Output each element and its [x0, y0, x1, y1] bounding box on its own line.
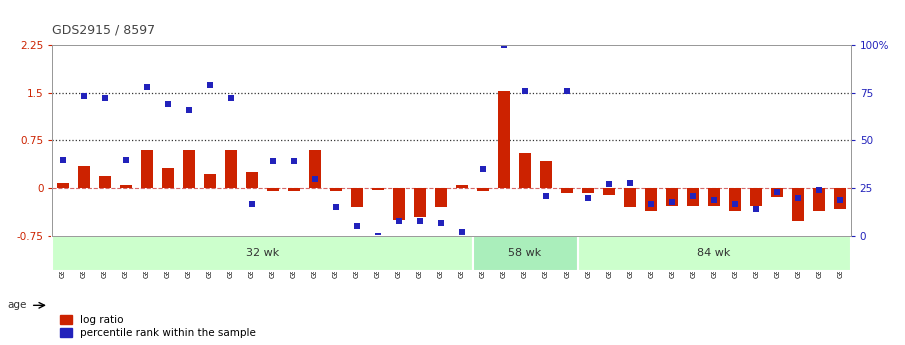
Bar [394, 188, 405, 220]
Point [770, 189, 785, 195]
Point [244, 201, 259, 206]
Bar [225, 150, 237, 188]
Point [538, 193, 553, 199]
Bar [205, 174, 215, 188]
Bar [666, 188, 678, 206]
Bar [577, 236, 851, 271]
Point [665, 199, 680, 204]
Bar [100, 176, 110, 188]
Bar [310, 150, 321, 188]
Bar [582, 188, 594, 193]
Bar [793, 188, 804, 221]
Bar [604, 188, 614, 195]
Point [371, 233, 386, 239]
Bar [645, 188, 657, 210]
Point [308, 176, 322, 181]
Point [77, 94, 91, 99]
Bar [78, 166, 90, 188]
Bar [246, 172, 258, 188]
Bar [477, 188, 489, 191]
Point [413, 218, 427, 224]
Bar [267, 188, 279, 191]
Bar [435, 188, 447, 207]
Point [476, 166, 491, 172]
Point [392, 218, 406, 224]
Bar [351, 188, 363, 207]
Text: GDS2915 / 8597: GDS2915 / 8597 [52, 23, 156, 36]
Bar [141, 150, 153, 188]
Point [518, 88, 532, 93]
Bar [289, 188, 300, 191]
Bar [519, 153, 531, 188]
Bar [472, 236, 577, 271]
Bar [183, 150, 195, 188]
Text: 58 wk: 58 wk [509, 248, 542, 258]
Point [433, 220, 448, 225]
Point [98, 96, 112, 101]
Point [224, 96, 238, 101]
Bar [729, 188, 741, 210]
Point [833, 197, 847, 203]
Bar [750, 188, 762, 206]
Point [119, 157, 133, 162]
Point [455, 229, 470, 235]
Point [749, 207, 764, 212]
Bar [414, 188, 426, 217]
Point [203, 82, 217, 88]
Text: 84 wk: 84 wk [698, 248, 731, 258]
Bar [624, 188, 636, 207]
Bar [499, 91, 510, 188]
Bar [52, 236, 472, 271]
Bar [688, 188, 699, 206]
Bar [709, 188, 720, 206]
Point [707, 197, 721, 203]
Point [643, 201, 658, 206]
Legend: log ratio, percentile rank within the sample: log ratio, percentile rank within the sa… [60, 315, 256, 338]
Text: 32 wk: 32 wk [246, 248, 279, 258]
Bar [57, 183, 69, 188]
Bar [330, 188, 342, 191]
Point [350, 224, 365, 229]
Point [623, 180, 637, 185]
Bar [771, 188, 783, 197]
Point [560, 88, 575, 93]
Point [139, 84, 154, 90]
Point [686, 193, 700, 199]
Bar [540, 161, 552, 188]
Point [581, 195, 595, 200]
Point [56, 157, 71, 162]
Point [182, 107, 196, 112]
Bar [814, 188, 825, 210]
Text: age: age [7, 300, 26, 310]
Bar [456, 185, 468, 188]
Point [287, 159, 301, 164]
Bar [834, 188, 846, 209]
Point [266, 159, 281, 164]
Point [602, 182, 616, 187]
Bar [162, 168, 174, 188]
Bar [372, 188, 384, 190]
Point [812, 187, 826, 193]
Point [329, 205, 343, 210]
Bar [120, 185, 132, 188]
Point [728, 201, 742, 206]
Point [161, 101, 176, 107]
Point [497, 42, 511, 48]
Bar [561, 188, 573, 193]
Point [791, 195, 805, 200]
